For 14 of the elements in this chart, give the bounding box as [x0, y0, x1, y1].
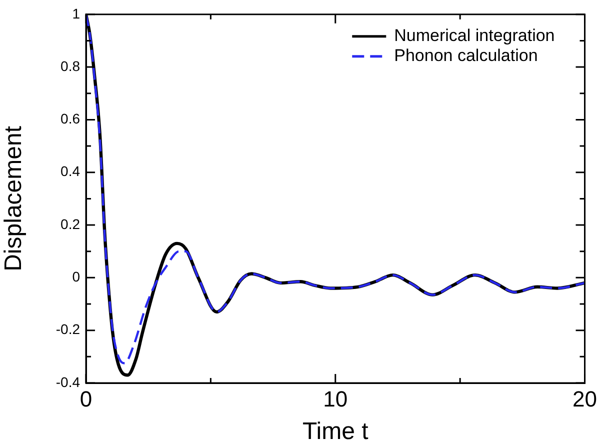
x-axis-title: Time t: [302, 418, 369, 446]
y-tick-label: 0.8: [60, 58, 80, 74]
x-tick-label: 20: [572, 386, 598, 412]
legend-label: Phonon calculation: [394, 46, 538, 66]
x-tick-label: 10: [323, 386, 348, 412]
legend-label: Numerical integration: [394, 26, 555, 46]
y-tick-label: 0.6: [60, 110, 80, 127]
y-tick-label: 0.2: [60, 216, 80, 232]
y-tick-label: 1: [72, 5, 80, 22]
y-tick-label: 0: [72, 268, 80, 285]
y-tick-label: 0.4: [60, 163, 80, 180]
y-tick-label: -0.4: [56, 374, 80, 390]
y-axis-title: Displacement: [0, 126, 28, 272]
y-tick-label: -0.2: [56, 321, 80, 338]
